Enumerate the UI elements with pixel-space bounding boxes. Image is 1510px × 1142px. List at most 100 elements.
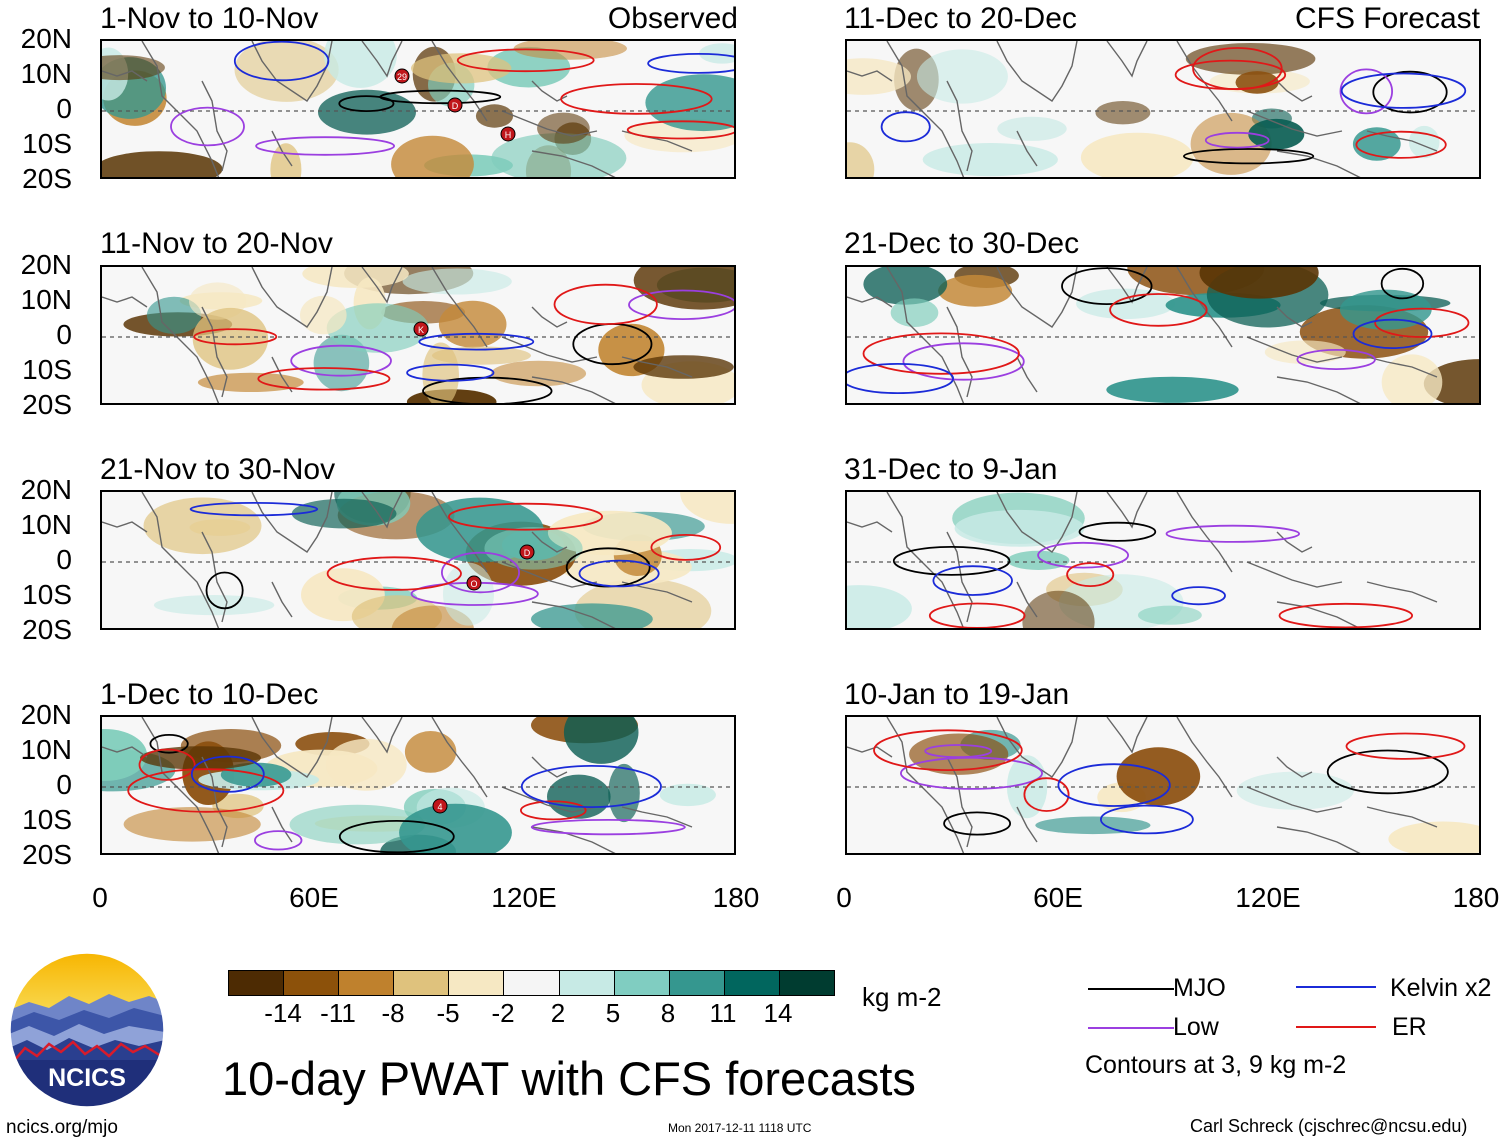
er-contour — [873, 729, 1023, 772]
low-contour — [253, 830, 303, 851]
pwat-anomaly-blob — [234, 41, 339, 102]
panel-title-obs-3: 21-Nov to 30-Nov — [100, 453, 336, 486]
lat-label: 20S — [22, 614, 72, 645]
legend-er-line — [1296, 1026, 1376, 1028]
lat-label: 10N — [20, 58, 72, 89]
coastline — [1276, 531, 1313, 553]
coastline — [847, 746, 893, 758]
pwat-anomaly-blob — [1138, 605, 1202, 625]
pwat-anomaly-blob — [680, 492, 734, 524]
coastline — [1016, 581, 1038, 618]
kelvin-contour — [520, 765, 662, 809]
lon-label-120e-right: 120E — [1235, 882, 1301, 913]
coastline — [361, 717, 403, 754]
er-contour — [447, 502, 603, 531]
mjo-contour — [1372, 70, 1448, 114]
colorbar-unit: kg m-2 — [862, 982, 942, 1012]
pwat-anomaly-blob — [1080, 132, 1194, 177]
lat-label: 20S — [22, 839, 72, 870]
er-contour — [626, 120, 734, 140]
coastline — [946, 531, 973, 623]
coastline — [251, 267, 333, 328]
colorbar-tick-label: 8 — [660, 998, 676, 1028]
coastline — [201, 756, 228, 848]
coastline — [1106, 717, 1148, 754]
coastline — [431, 492, 488, 573]
pwat-anomaly-blob — [513, 41, 627, 60]
pwat-anomaly-blob — [443, 562, 494, 626]
coastline — [201, 306, 228, 398]
coastline — [996, 717, 1078, 778]
er-contour — [553, 283, 658, 326]
coastline — [996, 41, 1078, 102]
storm-label: H — [505, 130, 512, 140]
pwat-anomaly-blob — [997, 116, 1067, 141]
lat-label: 20S — [22, 389, 72, 420]
mjo-contour — [338, 95, 395, 112]
mjo-contour — [1078, 521, 1157, 542]
lon-label-60e-left: 60E — [289, 882, 339, 913]
colorbar-tick-label: 11 — [709, 998, 737, 1028]
coastline — [621, 581, 693, 603]
coastline — [1276, 756, 1313, 778]
pwat-anomaly-blob — [1381, 354, 1443, 403]
coastline — [847, 70, 893, 82]
pwat-anomaly-blob — [325, 738, 407, 791]
coastline — [1176, 492, 1233, 573]
pwat-anomaly-blob — [143, 497, 262, 555]
coastline — [501, 110, 598, 137]
coastline — [361, 492, 403, 529]
pwat-anomaly-blob — [1199, 267, 1319, 299]
low-contour — [1204, 131, 1270, 149]
lat-label: 0 — [56, 544, 72, 575]
pwat-anomaly-blob — [537, 112, 590, 144]
forecast-label: CFS Forecast — [1294, 2, 1480, 35]
colorbar-tick-label: -2 — [491, 998, 515, 1028]
coastline — [531, 531, 568, 553]
pwat-anomaly-blob — [102, 55, 165, 81]
kelvin-contour — [1057, 763, 1171, 807]
colorbar-swatch — [503, 971, 559, 995]
kelvin-contour — [932, 565, 1013, 596]
low-contour — [628, 289, 734, 320]
coastline — [1366, 356, 1438, 378]
map-panel-fc-1 — [845, 39, 1481, 179]
pwat-anomaly-blob — [102, 151, 223, 177]
kelvin-contour — [578, 559, 660, 588]
pwat-anomaly-blob — [402, 268, 512, 295]
lat-label: 10N — [20, 284, 72, 315]
coastline — [102, 70, 148, 82]
coastline — [501, 561, 598, 588]
er-contour — [519, 800, 587, 821]
coastline — [1106, 41, 1148, 78]
pwat-anomaly-blob — [146, 296, 202, 334]
coastline — [531, 150, 616, 177]
storm-marker-icon — [447, 97, 463, 113]
panel-title-fc-3: 31-Dec to 9-Jan — [844, 453, 1058, 486]
er-contour — [1109, 293, 1208, 327]
footer-timestamp: Mon 2017-12-11 1118 UTC — [668, 1121, 812, 1135]
footer-author: Carl Schreck (cjschrec@ncsu.edu) — [1190, 1116, 1468, 1136]
pwat-anomaly-blob — [1095, 101, 1151, 125]
coastline — [1276, 601, 1361, 628]
pwat-anomaly-blob — [1106, 376, 1239, 403]
pwat-anomaly-blob — [1264, 340, 1346, 364]
pwat-anomaly-blob — [1116, 747, 1201, 806]
er-contour — [138, 748, 196, 781]
colorbar-tick-label: -8 — [381, 998, 405, 1028]
pwat-anomaly-blob — [1248, 118, 1305, 150]
lon-label-60e-right: 60E — [1033, 882, 1083, 913]
lat-label: 20N — [20, 23, 72, 54]
colorbar-swatch — [723, 971, 779, 995]
lon-label-0-right: 0 — [836, 882, 852, 913]
coastline — [847, 521, 893, 533]
er-contour — [1374, 307, 1470, 338]
coastline — [847, 296, 893, 308]
pwat-anomaly-blob — [475, 104, 514, 128]
lat-label: 10S — [22, 579, 72, 610]
pwat-anomaly-blob — [916, 49, 1008, 104]
coastline — [102, 746, 148, 758]
lat-label: 10S — [22, 354, 72, 385]
pwat-anomaly-blob — [863, 267, 948, 305]
kelvin-contour — [1352, 318, 1433, 350]
